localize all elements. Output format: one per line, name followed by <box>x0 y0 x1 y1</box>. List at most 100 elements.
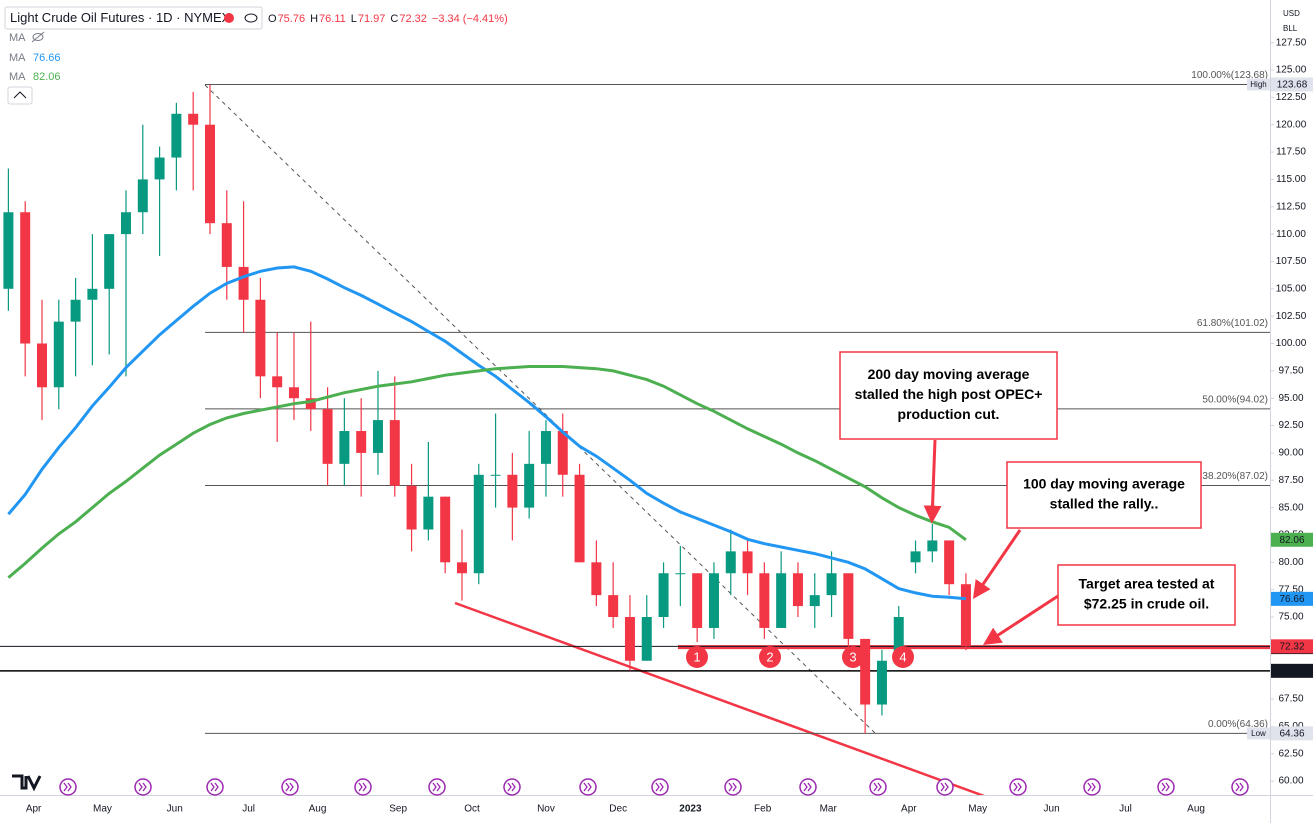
event-icon-circle <box>651 778 669 796</box>
price-change: −3.34 (−4.41%) <box>432 13 508 25</box>
candle-body <box>927 540 938 552</box>
event-icon[interactable] <box>134 778 152 796</box>
event-icon[interactable] <box>1083 778 1101 796</box>
y-tick-label: 127.50 <box>1276 37 1307 48</box>
candle-body <box>624 617 635 661</box>
event-icon[interactable] <box>1231 778 1249 796</box>
candle-body <box>255 299 266 377</box>
extreme-tag-bg <box>1247 727 1270 740</box>
legend-value: 82.06 <box>33 71 61 83</box>
event-icon[interactable] <box>428 778 446 796</box>
candle-body <box>792 573 803 607</box>
high-badge: 123.68 <box>1277 80 1308 91</box>
annotation-arrow <box>972 529 1022 599</box>
plot-area <box>0 83 1270 795</box>
candle-body <box>188 113 199 125</box>
candle-body <box>288 387 299 399</box>
candle-body <box>36 343 47 388</box>
x-tick-label: Jul <box>242 804 255 815</box>
annotation-arrow <box>923 439 942 524</box>
annotation-text: stalled the high post OPEC+ <box>855 386 1043 402</box>
channel-line <box>454 601 985 795</box>
x-tick-label: Apr <box>26 804 42 815</box>
event-icon-circle <box>724 778 742 796</box>
y-tick-label: 117.50 <box>1276 147 1306 158</box>
candle-body <box>876 660 887 705</box>
test-marker <box>892 646 914 668</box>
y-tick-label: 62.50 <box>1278 748 1303 759</box>
annotation-text: 200 day moving average <box>868 366 1030 382</box>
candle-body <box>3 212 14 289</box>
test-marker <box>759 646 781 668</box>
event-icon-glyph <box>285 782 294 792</box>
event-icon[interactable] <box>651 778 669 796</box>
candle-body <box>389 420 400 486</box>
unit[interactable]: BLL <box>1283 24 1298 33</box>
event-icon-circle <box>869 778 887 796</box>
candle-body <box>104 234 115 289</box>
y-tick-label: 120.00 <box>1276 119 1307 130</box>
candle-body <box>137 179 148 213</box>
candle-body <box>356 431 367 453</box>
eye-icon[interactable] <box>244 13 258 23</box>
x-tick-label: Dec <box>609 804 627 815</box>
event-icon[interactable] <box>869 778 887 796</box>
event-icon[interactable] <box>59 778 77 796</box>
event-icon[interactable] <box>799 778 817 796</box>
event-icon-glyph <box>138 782 147 792</box>
extreme-tag-bg <box>1247 78 1270 91</box>
event-icon[interactable] <box>206 778 224 796</box>
event-icon[interactable] <box>936 778 954 796</box>
y-tick-label: 95.00 <box>1278 393 1303 404</box>
low-badge-bg <box>1271 726 1313 741</box>
x-tick-label: May <box>968 804 987 815</box>
test-marker <box>842 646 864 668</box>
event-icon-glyph <box>358 782 367 792</box>
y-tick-label: 85.00 <box>1278 502 1303 513</box>
event-icon-circle <box>799 778 817 796</box>
candle-body <box>120 212 131 235</box>
candle-body <box>339 431 350 464</box>
ohlc-value: 72.32 <box>399 13 427 25</box>
x-tick-label: Nov <box>537 804 555 815</box>
ohlc-value: 76.11 <box>319 13 346 25</box>
candle-body <box>456 562 467 574</box>
currency[interactable]: USD <box>1283 9 1300 18</box>
candle-body <box>776 573 787 628</box>
annotation-text: stalled the rally.. <box>1050 496 1159 512</box>
annotation-text: Target area tested at <box>1079 576 1215 592</box>
event-icon[interactable] <box>1157 778 1175 796</box>
event-icon-circle <box>59 778 77 796</box>
event-icon-glyph <box>507 782 516 792</box>
event-icon-glyph <box>803 782 812 792</box>
ohlc-value: 75.76 <box>278 13 306 25</box>
x-tick-label: May <box>93 804 112 815</box>
test-marker <box>686 646 708 668</box>
event-icon[interactable] <box>724 778 742 796</box>
candle-body <box>524 463 535 508</box>
ohlc-label: O <box>268 13 277 25</box>
annotation-box <box>1006 461 1202 529</box>
event-icon-glyph <box>63 782 72 792</box>
legend-name: MA <box>9 52 26 64</box>
candle-body <box>692 573 703 628</box>
candle-body <box>238 266 249 300</box>
candle-body <box>473 474 484 574</box>
collapse-button[interactable] <box>7 86 33 105</box>
x-tick-label: Jun <box>167 804 183 815</box>
event-icon[interactable] <box>1009 778 1027 796</box>
event-icon[interactable] <box>579 778 597 796</box>
candle-body <box>658 573 669 618</box>
symbol-box[interactable] <box>4 6 263 30</box>
moving-average <box>7 365 967 579</box>
event-icon[interactable] <box>354 778 372 796</box>
ohlc-label: C <box>390 13 398 25</box>
hidden-eye-icon[interactable] <box>32 33 44 41</box>
event-icon-circle <box>1157 778 1175 796</box>
candle-body <box>826 573 837 596</box>
x-tick-label: Jun <box>1044 804 1060 815</box>
event-icon[interactable] <box>281 778 299 796</box>
event-icon[interactable] <box>503 778 521 796</box>
y-tick-label: 90.00 <box>1278 448 1303 459</box>
